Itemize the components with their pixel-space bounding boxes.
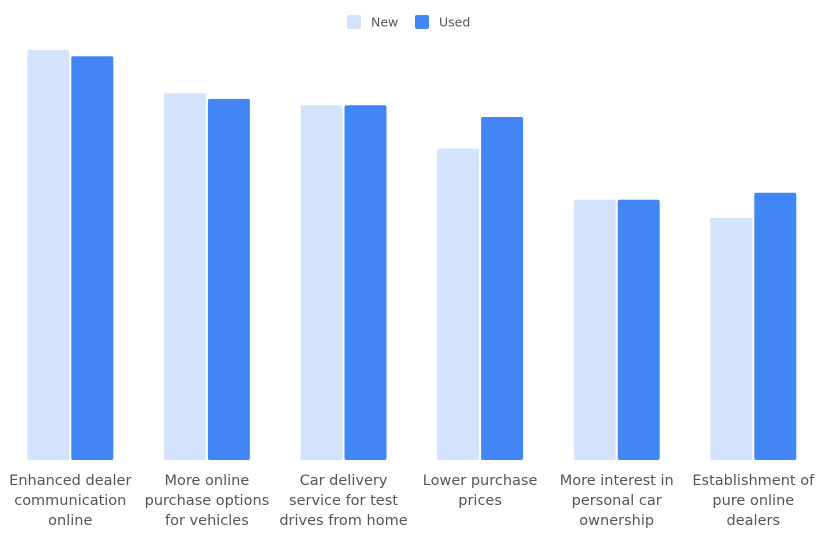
legend-swatch-used xyxy=(415,15,429,29)
legend: New Used xyxy=(347,15,470,30)
x-tick-label: More online purchase options for vehicles xyxy=(145,473,270,529)
bar-used-2 xyxy=(207,98,250,461)
bar-used-6 xyxy=(754,192,797,460)
bar-new-5 xyxy=(573,199,616,461)
legend-label-new: New xyxy=(371,15,398,30)
bar-used-4 xyxy=(481,117,524,460)
x-tick-label: Enhanced dealer communication online xyxy=(9,473,131,529)
bar-used-1 xyxy=(71,56,114,461)
bar-used-5 xyxy=(617,199,660,461)
x-tick-label: Car delivery service for test drives from … xyxy=(279,473,407,529)
bar-new-2 xyxy=(163,93,206,461)
bar-new-3 xyxy=(300,105,343,460)
x-tick-label: More interest in personal car ownership xyxy=(560,473,674,529)
bar-new-1 xyxy=(27,50,70,460)
bar-new-6 xyxy=(710,217,753,460)
bars xyxy=(27,50,797,461)
legend-label-used: Used xyxy=(439,15,470,30)
x-tick-label: Lower purchase prices xyxy=(423,473,538,509)
bar-new-4 xyxy=(437,148,480,460)
bar-used-3 xyxy=(344,105,387,460)
x-tick-label: Establishment of pure online dealers xyxy=(692,473,815,529)
legend-swatch-new xyxy=(347,15,361,29)
